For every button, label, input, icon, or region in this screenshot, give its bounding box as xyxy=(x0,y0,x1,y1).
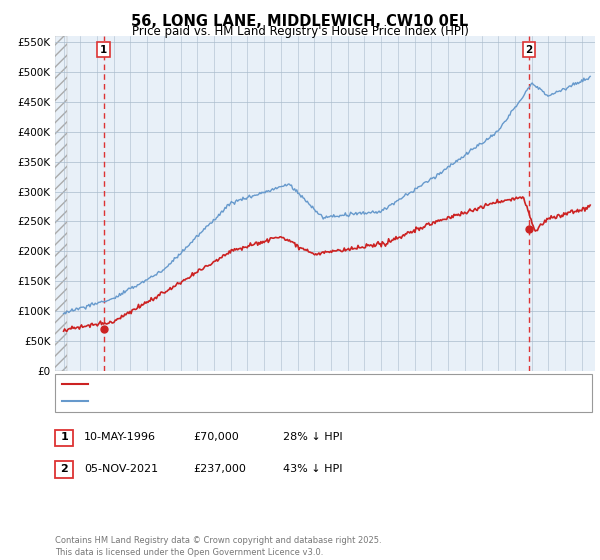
Text: 2: 2 xyxy=(526,45,533,55)
Text: Price paid vs. HM Land Registry's House Price Index (HPI): Price paid vs. HM Land Registry's House … xyxy=(131,25,469,38)
Text: 28% ↓ HPI: 28% ↓ HPI xyxy=(283,432,343,442)
Text: 56, LONG LANE, MIDDLEWICH, CW10 0EL (detached house): 56, LONG LANE, MIDDLEWICH, CW10 0EL (det… xyxy=(94,379,391,389)
Text: 2: 2 xyxy=(61,464,68,474)
Text: £70,000: £70,000 xyxy=(193,432,239,442)
Text: £237,000: £237,000 xyxy=(193,464,246,474)
Text: 05-NOV-2021: 05-NOV-2021 xyxy=(84,464,158,474)
Text: 56, LONG LANE, MIDDLEWICH, CW10 0EL: 56, LONG LANE, MIDDLEWICH, CW10 0EL xyxy=(131,14,469,29)
Text: 1: 1 xyxy=(61,432,68,442)
Text: 10-MAY-1996: 10-MAY-1996 xyxy=(84,432,156,442)
Text: 43% ↓ HPI: 43% ↓ HPI xyxy=(283,464,343,474)
Text: HPI: Average price, detached house, Cheshire East: HPI: Average price, detached house, Ches… xyxy=(94,396,347,406)
Text: 1: 1 xyxy=(100,45,107,55)
Text: Contains HM Land Registry data © Crown copyright and database right 2025.
This d: Contains HM Land Registry data © Crown c… xyxy=(55,536,382,557)
